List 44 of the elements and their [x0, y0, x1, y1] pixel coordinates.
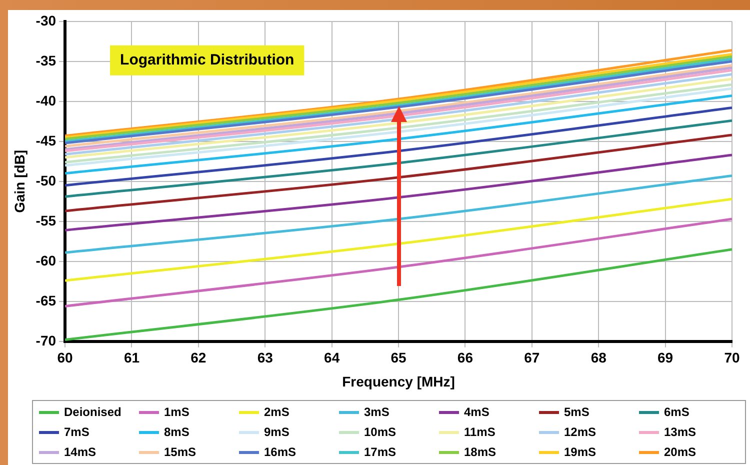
- legend-label: 6mS: [664, 404, 690, 421]
- legend-label: Deionised: [64, 404, 122, 421]
- legend-label: 15mS: [164, 444, 196, 461]
- x-tick-label: 60: [57, 350, 74, 366]
- legend-label: 9mS: [264, 424, 290, 441]
- legend-label: 10mS: [364, 424, 396, 441]
- legend-label: 18mS: [464, 444, 496, 461]
- legend-label: 12mS: [564, 424, 596, 441]
- legend-label: 1mS: [164, 404, 190, 421]
- legend-label: 3mS: [364, 404, 390, 421]
- legend-label: 4mS: [464, 404, 490, 421]
- legend-label: 2mS: [264, 404, 290, 421]
- x-tick-label: 64: [324, 350, 340, 366]
- y-tick-label: -55: [36, 212, 56, 228]
- y-axis-title: Gain [dB]: [11, 150, 28, 213]
- y-tick-label: -30: [36, 12, 56, 28]
- legend-label: 14mS: [64, 444, 96, 461]
- legend-label: 20mS: [664, 444, 696, 461]
- y-tick-label: -35: [36, 52, 56, 68]
- y-tick-label: -65: [36, 292, 56, 308]
- x-tick-label: 67: [524, 350, 540, 366]
- x-tick-label: 69: [658, 350, 674, 366]
- legend-label: 8mS: [164, 424, 190, 441]
- x-tick-label: 70: [724, 350, 740, 366]
- annotation: Logarithmic Distribution: [120, 52, 294, 69]
- x-tick-label: 62: [190, 350, 206, 366]
- legend-label: 16mS: [264, 444, 296, 461]
- y-tick-label: -45: [36, 132, 56, 148]
- legend-label: 17mS: [364, 444, 396, 461]
- y-tick-label: -70: [36, 332, 56, 348]
- x-tick-label: 66: [457, 350, 474, 366]
- x-tick-label: 63: [257, 350, 274, 366]
- y-tick-label: -40: [36, 92, 56, 108]
- x-axis-title: Frequency [MHz]: [342, 373, 455, 390]
- legend-label: 7mS: [64, 424, 90, 441]
- y-tick-label: -50: [36, 172, 56, 188]
- legend-label: 13mS: [664, 424, 696, 441]
- legend-label: 19mS: [564, 444, 596, 461]
- x-tick-label: 65: [390, 350, 407, 366]
- x-tick-label: 61: [124, 350, 140, 366]
- legend-label: 5mS: [564, 404, 590, 421]
- y-tick-label: -60: [36, 252, 56, 268]
- x-tick-label: 68: [590, 350, 607, 366]
- legend-label: 11mS: [464, 424, 496, 441]
